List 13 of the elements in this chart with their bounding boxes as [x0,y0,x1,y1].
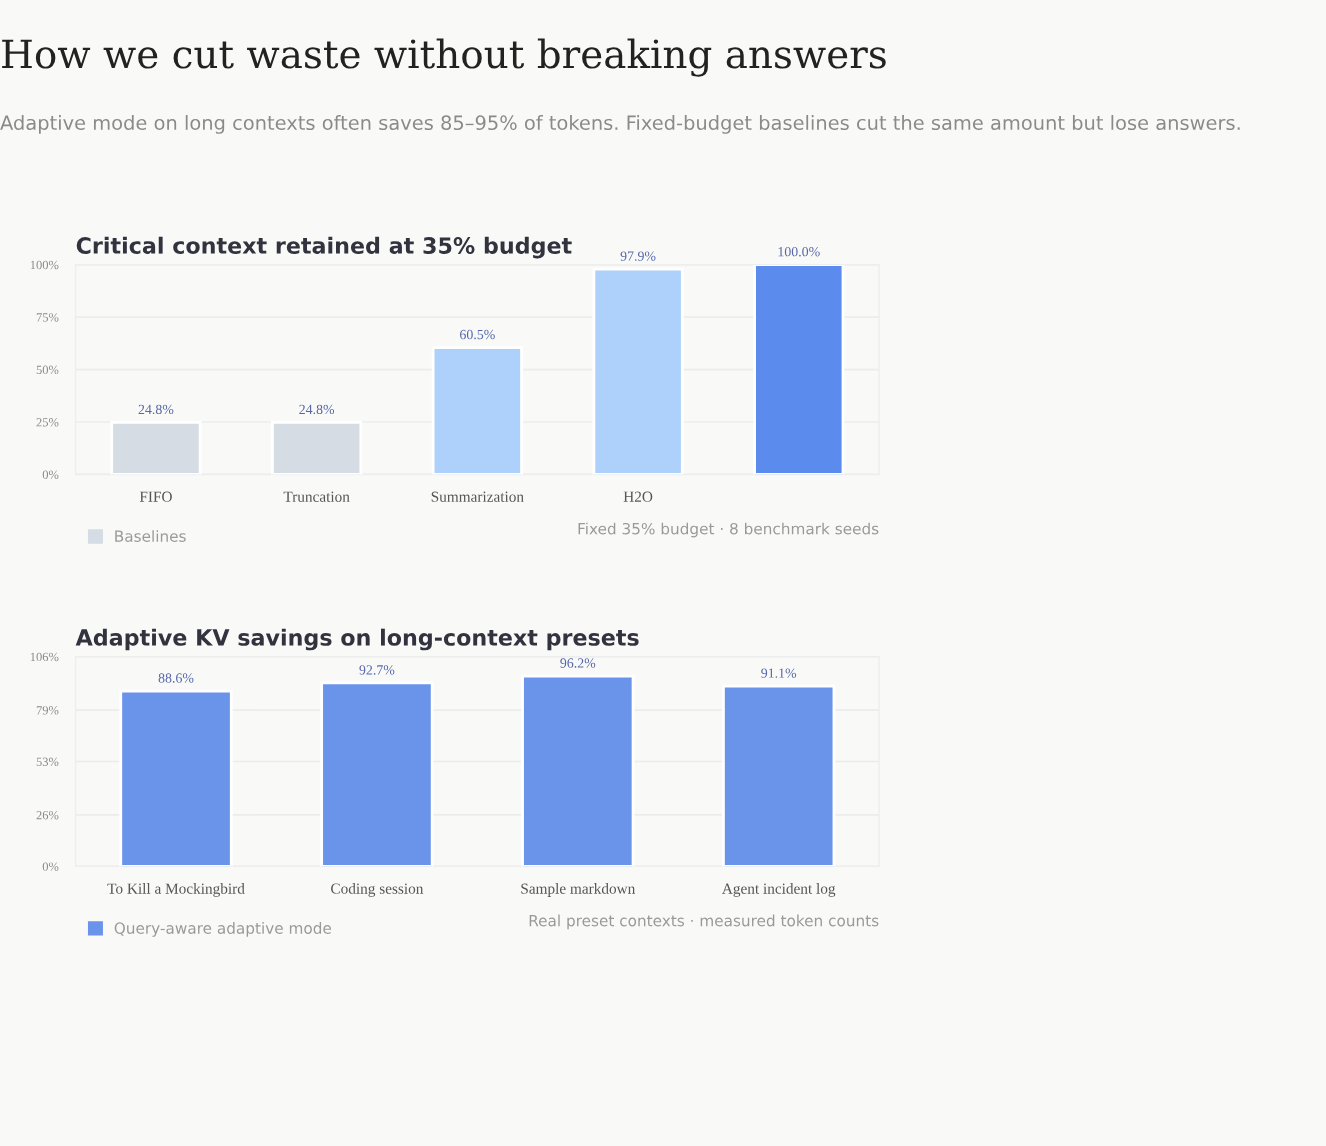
bar [722,684,836,867]
bar [753,264,845,475]
bar [119,689,233,867]
bar [110,421,202,475]
text: How we cut waste without breaking answers [2,38,886,77]
bar [271,421,363,475]
chart-title: Adaptive KV savings on long-context presets [75,628,639,651]
bar [521,674,635,867]
chart-title: Critical context retained at 35% budget [76,236,572,259]
bar [320,681,434,867]
text: Adaptive mode on long contexts often saves 85–95% of tokens. Fixed-budget baselines cut the same amount but lose answers. [0,115,1240,134]
bar [592,267,684,475]
bar [431,346,523,475]
